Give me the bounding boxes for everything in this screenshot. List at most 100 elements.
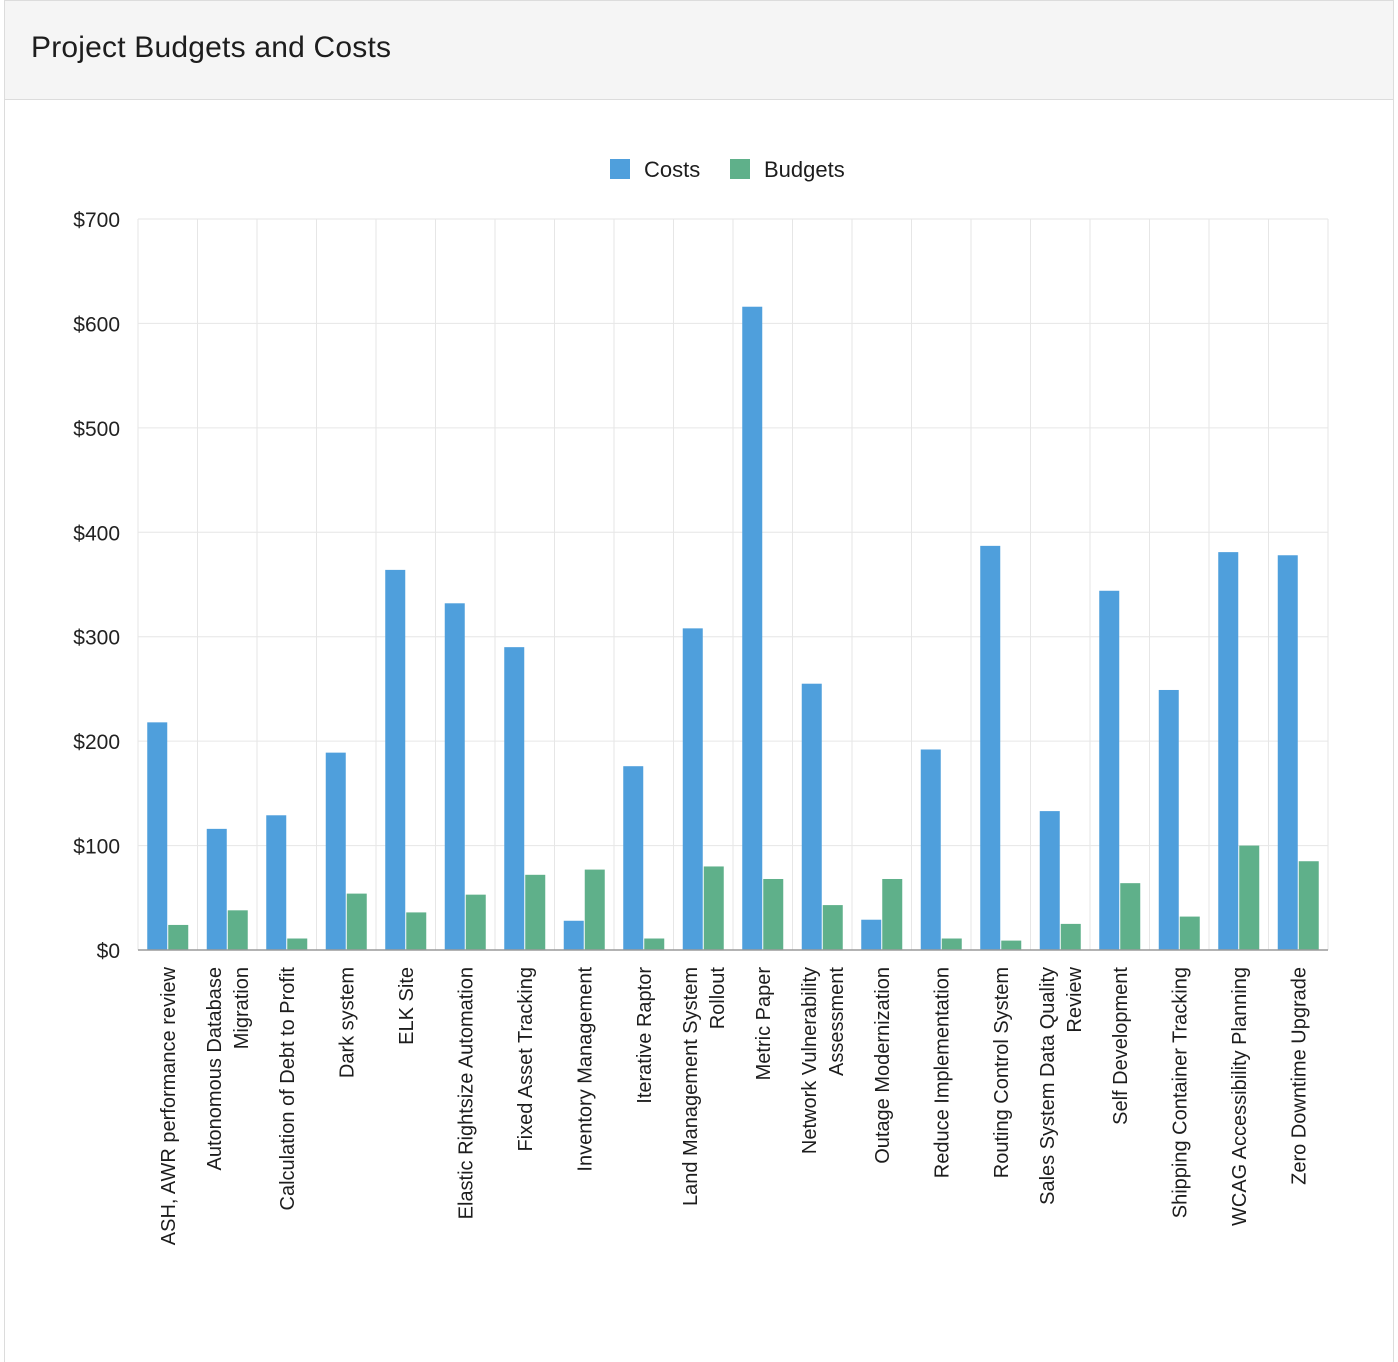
bar-budgets[interactable]	[703, 866, 724, 950]
x-tick-label-line: Iterative Raptor	[634, 967, 656, 1104]
bar-budgets[interactable]	[1001, 940, 1022, 950]
x-tick-label: Dark system	[336, 967, 358, 1078]
bar-budgets[interactable]	[1179, 916, 1200, 950]
x-tick-label: Outage Modernization	[872, 967, 894, 1164]
bar-budgets[interactable]	[822, 905, 843, 950]
bar-budgets[interactable]	[584, 869, 605, 950]
y-tick-label: $300	[73, 627, 120, 650]
x-tick-label: Shipping Container Tracking	[1169, 967, 1191, 1218]
bar-budgets[interactable]	[941, 938, 962, 950]
x-tick-label-line: Sales System Data Quality	[1037, 967, 1059, 1205]
x-tick-label-line: Dark system	[336, 967, 358, 1078]
legend-swatch-costs[interactable]	[610, 159, 630, 179]
x-tick-label: Autonomous Database Migration	[204, 967, 253, 1170]
bar-budgets[interactable]	[168, 924, 189, 950]
x-tick-label-line: WCAG Accessibility Planning	[1229, 967, 1251, 1226]
x-tick-label-group: Shipping Container Tracking	[1169, 967, 1191, 1218]
bar-costs[interactable]	[206, 828, 227, 950]
y-tick-label: $700	[73, 209, 120, 232]
bar-costs[interactable]	[1218, 552, 1239, 950]
x-tick-label-line: Network Vulnerability	[799, 967, 821, 1154]
bar-costs[interactable]	[742, 306, 763, 951]
x-tick-label: Iterative Raptor	[634, 967, 656, 1104]
bar-costs[interactable]	[266, 815, 287, 950]
x-tick-label: Routing Control System	[991, 967, 1013, 1178]
x-tick-label-group: Sales System Data Quality Review	[1037, 966, 1086, 1204]
x-tick-label: Elastic Rightsize Automation	[455, 967, 477, 1219]
bar-costs[interactable]	[147, 722, 168, 950]
x-tick-label-line: Reduce Implementation	[931, 967, 953, 1178]
bar-costs[interactable]	[563, 920, 584, 950]
bar-budgets[interactable]	[1120, 883, 1141, 950]
x-tick-label: Zero Downtime Upgrade	[1288, 967, 1310, 1185]
legend-label-costs[interactable]: Costs	[644, 157, 700, 182]
bar-costs[interactable]	[801, 683, 822, 950]
x-axis: ASH, AWR performance review Autonomous Da…	[138, 949, 1328, 1245]
x-tick-label: Self Development	[1110, 967, 1132, 1125]
bar-costs[interactable]	[1277, 555, 1298, 950]
x-tick-label: Metric Paper	[753, 967, 775, 1081]
x-tick-label-group: Self Development	[1110, 967, 1132, 1125]
x-tick-label-group: Metric Paper	[753, 967, 775, 1081]
x-tick-label-line: Assessment	[826, 967, 848, 1076]
x-tick-label-group: Land Management System Rollout	[680, 967, 729, 1206]
bar-costs[interactable]	[1099, 590, 1120, 950]
x-tick-label-group: Outage Modernization	[872, 967, 894, 1164]
x-tick-label-line: Zero Downtime Upgrade	[1288, 967, 1310, 1185]
legend-swatch-budgets[interactable]	[730, 159, 750, 179]
region-title: Project Budgets and Costs	[31, 31, 392, 64]
x-tick-label-line: ASH, AWR performance review	[158, 966, 180, 1245]
x-tick-label: Network Vulnerability Assessment	[799, 967, 848, 1155]
bar-budgets[interactable]	[346, 893, 367, 950]
bar-costs[interactable]	[682, 628, 703, 950]
bar-budgets[interactable]	[406, 912, 427, 950]
bar-costs[interactable]	[385, 569, 406, 950]
bar-budgets[interactable]	[227, 910, 248, 950]
bar-budgets[interactable]	[1239, 845, 1260, 950]
y-tick-label: $200	[73, 731, 120, 754]
x-tick-label-group: Zero Downtime Upgrade	[1288, 967, 1310, 1185]
y-tick-label: $0	[97, 940, 120, 963]
bar-costs[interactable]	[325, 752, 346, 950]
bar-costs[interactable]	[1039, 811, 1060, 950]
bar-costs[interactable]	[504, 647, 525, 950]
x-tick-label-group: Autonomous Database Migration	[204, 967, 253, 1170]
x-tick-label-line: Shipping Container Tracking	[1169, 967, 1191, 1218]
x-tick-label-group: WCAG Accessibility Planning	[1229, 967, 1251, 1226]
x-tick-label-group: Iterative Raptor	[634, 967, 656, 1104]
bar-budgets[interactable]	[882, 878, 903, 950]
bar-budgets[interactable]	[763, 878, 784, 950]
y-tick-label: $500	[73, 418, 120, 441]
x-tick-label-line: Fixed Asset Tracking	[515, 967, 537, 1152]
x-tick-label-group: Inventory Management	[574, 967, 596, 1172]
chart-legend: Costs Budgets	[610, 157, 845, 182]
bar-costs[interactable]	[920, 749, 941, 950]
bar-costs[interactable]	[444, 603, 465, 950]
x-tick-label: Calculation of Debt to Profit	[277, 967, 299, 1211]
x-tick-label-group: Reduce Implementation	[931, 967, 953, 1178]
bar-budgets[interactable]	[287, 938, 308, 950]
x-tick-label: WCAG Accessibility Planning	[1229, 967, 1251, 1226]
y-tick-label: $600	[73, 313, 120, 336]
bar-budgets[interactable]	[1060, 923, 1081, 950]
x-tick-label: ELK Site	[396, 967, 418, 1045]
x-tick-label: ASH, AWR performance review	[158, 966, 180, 1245]
x-tick-label-line: Review	[1064, 966, 1086, 1032]
bar-budgets[interactable]	[1298, 861, 1319, 950]
bar-costs[interactable]	[623, 766, 644, 950]
x-tick-label-group: Dark system	[336, 967, 358, 1078]
bar-costs[interactable]	[980, 545, 1001, 950]
x-tick-label-line: Outage Modernization	[872, 967, 894, 1164]
bar-costs[interactable]	[861, 919, 882, 950]
bar-budgets[interactable]	[465, 894, 486, 950]
chart-region: Project Budgets and Costs	[4, 0, 1394, 1362]
x-tick-label: Fixed Asset Tracking	[515, 967, 537, 1152]
x-tick-label: Land Management System Rollout	[680, 967, 729, 1206]
bar-costs[interactable]	[1158, 689, 1179, 950]
legend-label-budgets[interactable]: Budgets	[764, 157, 845, 182]
x-tick-label-line: ELK Site	[396, 967, 418, 1045]
bar-budgets[interactable]	[525, 874, 546, 950]
chart-grid	[137, 218, 1329, 950]
bar-budgets[interactable]	[644, 938, 665, 950]
